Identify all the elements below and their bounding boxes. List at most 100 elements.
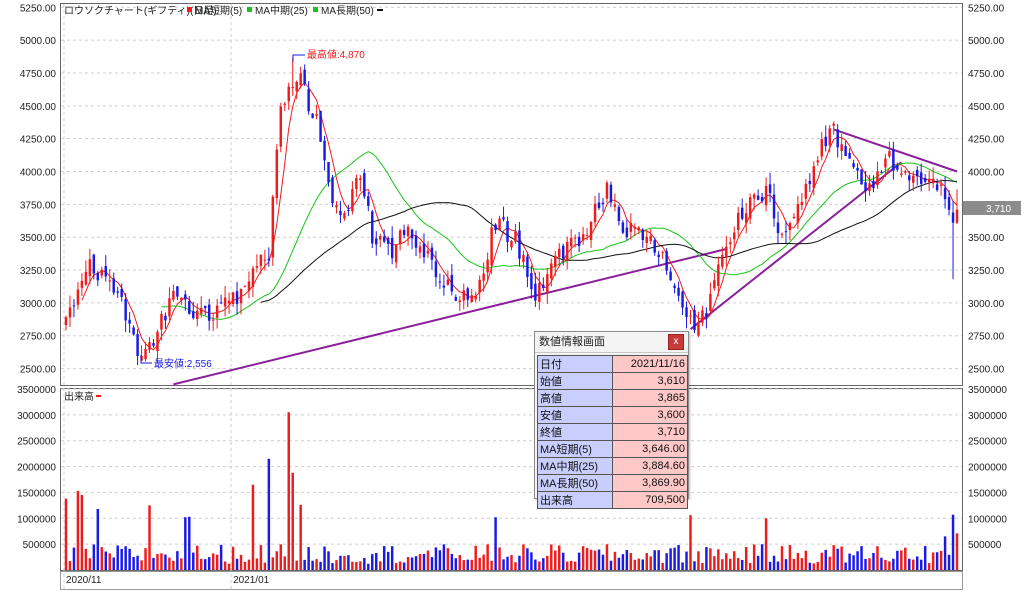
- volume-bar: [665, 553, 668, 570]
- volume-bar: [251, 484, 255, 570]
- candle-body: [200, 307, 203, 314]
- volume-tick-label: 500000: [23, 540, 57, 551]
- candle-body: [363, 173, 366, 197]
- candle-body: [108, 280, 111, 282]
- volume-bar: [144, 548, 147, 570]
- candle-body: [645, 236, 648, 244]
- volume-bar: [601, 554, 605, 570]
- volume-bar: [108, 553, 111, 570]
- price-axis-right: 2500.002750.003000.003250.003500.003750.…: [968, 3, 1005, 375]
- candle-body: [534, 283, 537, 301]
- info-row: MA短期(5) 3,646.00: [537, 440, 689, 458]
- info-row: 終値 3,710: [537, 423, 689, 441]
- candle-body: [681, 291, 684, 308]
- candle-body: [168, 298, 171, 317]
- candle-body: [386, 238, 390, 244]
- price-tick-label: 4250.00: [20, 135, 57, 146]
- candle-body: [176, 286, 179, 297]
- volume-bar: [140, 560, 143, 570]
- info-value: 3,600: [611, 406, 689, 424]
- candle-body: [609, 184, 613, 203]
- price-tick-label: 5250.00: [968, 3, 1005, 14]
- volume-bar: [363, 557, 366, 570]
- candle-body: [856, 167, 859, 171]
- candle-body: [788, 222, 792, 231]
- volume-tick-label: 1000000: [968, 514, 1007, 525]
- volume-bar: [422, 553, 426, 570]
- volume-bar: [275, 551, 279, 570]
- volume-bar: [589, 549, 593, 570]
- info-row: 始値 3,610: [537, 372, 689, 390]
- volume-bar: [339, 555, 342, 570]
- candle-body: [510, 241, 513, 248]
- volume-bar: [633, 559, 637, 570]
- ma-mid-legend-swatch: [247, 7, 252, 12]
- candle-body: [231, 292, 235, 305]
- candle-body: [558, 248, 561, 258]
- candle-body: [494, 224, 497, 230]
- candle-body: [796, 204, 800, 223]
- close-icon[interactable]: x: [668, 334, 684, 350]
- info-window[interactable]: 数値情報画面 x 日付 2021/11/16 始値 3,610 高値 3,865 安値 3,6…: [534, 331, 689, 509]
- candle-body: [442, 285, 446, 288]
- volume-bar: [641, 559, 644, 570]
- volume-bar: [410, 557, 414, 570]
- info-value: 3,869.90: [611, 474, 689, 492]
- volume-bar: [434, 547, 438, 570]
- price-tick-label: 5250.00: [20, 3, 57, 14]
- candle-body: [215, 305, 219, 318]
- volume-bar: [128, 548, 131, 570]
- candle-body: [880, 171, 883, 173]
- candle-body: [649, 235, 652, 242]
- volume-bar: [856, 551, 859, 570]
- candle-body: [546, 274, 549, 293]
- volume-bar: [514, 562, 517, 570]
- candle-body: [458, 300, 462, 303]
- candle-body: [394, 244, 398, 263]
- candle-body: [561, 245, 565, 259]
- volume-bar: [382, 546, 386, 570]
- candle-body: [287, 86, 290, 102]
- volume-bar: [609, 560, 613, 570]
- candle-body: [717, 264, 720, 286]
- candle-body: [156, 331, 159, 352]
- candle-body: [144, 349, 147, 360]
- candle-body: [597, 202, 601, 208]
- candle-body: [685, 307, 688, 318]
- price-tick-label: 2750.00: [20, 332, 57, 343]
- volume-bar: [486, 544, 489, 570]
- volume-bar: [355, 561, 358, 570]
- volume-bar: [184, 517, 187, 570]
- candle-body: [633, 226, 637, 228]
- candle-body: [908, 175, 911, 181]
- candle-body: [951, 212, 955, 223]
- candle-body: [84, 271, 88, 285]
- candle-body: [653, 240, 656, 253]
- volume-bar: [219, 544, 223, 570]
- candle-body: [840, 144, 843, 151]
- volume-bar: [892, 558, 895, 570]
- volume-bar: [740, 559, 744, 570]
- price-tick-label: 2500.00: [20, 365, 57, 376]
- volume-bar: [792, 558, 796, 570]
- volume-tick-label: 1500000: [17, 488, 56, 499]
- candle-body: [955, 209, 959, 223]
- volume-bar: [299, 504, 302, 570]
- candle-body: [506, 221, 509, 243]
- volume-bar: [820, 552, 823, 570]
- candle-body: [776, 222, 780, 234]
- volume-bar: [760, 544, 764, 570]
- volume-bar: [522, 544, 525, 570]
- volume-tick-label: 2500000: [968, 437, 1007, 448]
- candle-body: [554, 255, 557, 268]
- volume-bar: [390, 546, 394, 570]
- candle-body: [935, 184, 939, 191]
- candle-body: [729, 242, 732, 245]
- volume-bar: [359, 561, 362, 570]
- volume-bar: [215, 554, 219, 570]
- info-window-titlebar[interactable]: 数値情報画面 x: [535, 332, 688, 353]
- candle-body: [605, 182, 609, 199]
- volume-bar: [923, 546, 927, 570]
- candle-body: [188, 301, 191, 314]
- volume-bar: [303, 559, 306, 570]
